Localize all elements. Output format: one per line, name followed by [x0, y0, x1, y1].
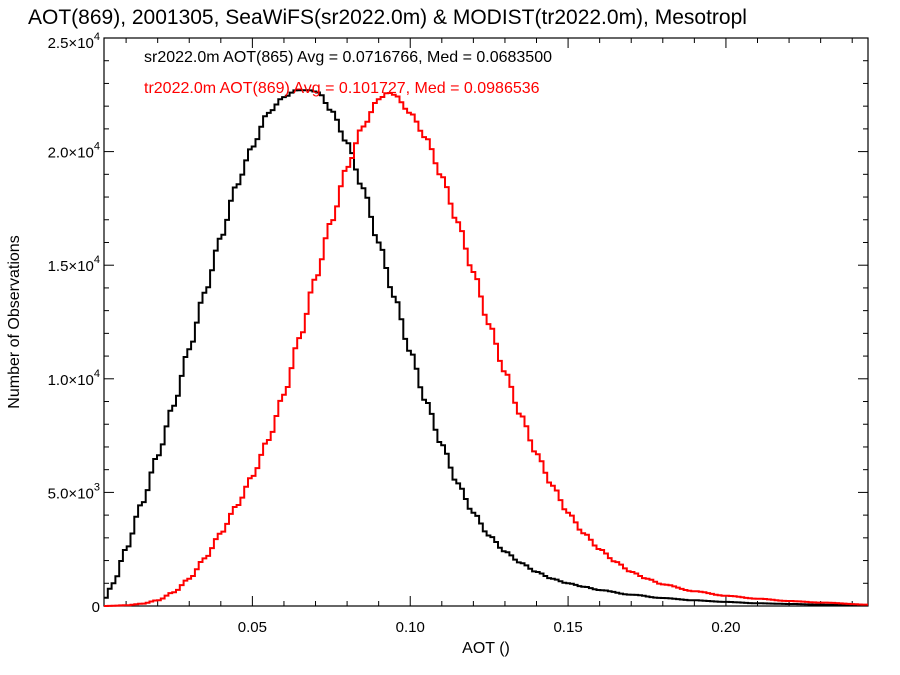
plot-frame — [103, 37, 869, 607]
x-axis-title: AOT () — [462, 640, 510, 657]
x-tick-label: 0.05 — [238, 619, 267, 636]
x-axis: 0.05 0.10 0.15 0.20 — [125, 38, 853, 636]
y-tick-label: 5.0×103 — [48, 481, 100, 502]
chart-title: AOT(869), 2001305, SeaWiFS(sr2022.0m) & … — [28, 6, 747, 29]
y-tick-label: 1.5×104 — [48, 254, 100, 275]
y-tick-label: 1.0×104 — [48, 368, 100, 389]
series-line-1 — [104, 89, 868, 607]
y-axis-title: Number of Observations — [6, 235, 23, 408]
x-tick-label: 0.10 — [396, 619, 425, 636]
x-tick-label: 0.15 — [553, 619, 582, 636]
y-tick-label: 2.5×104 — [48, 31, 100, 52]
series-layer — [104, 89, 868, 607]
series-line-2 — [104, 92, 868, 607]
legend-entry-2: tr2022.0m AOT(869) Avg = 0.101727, Med =… — [144, 80, 540, 97]
x-tick-label: 0.20 — [711, 619, 740, 636]
y-axis: 0 5.0×103 1.0×104 1.5×104 2.0×104 2.5×104 — [48, 31, 868, 616]
y-tick-label: 2.0×104 — [48, 141, 100, 162]
legend-entry-1: sr2022.0m AOT(865) Avg = 0.0716766, Med … — [144, 49, 552, 66]
y-tick-label: 0 — [92, 599, 100, 616]
